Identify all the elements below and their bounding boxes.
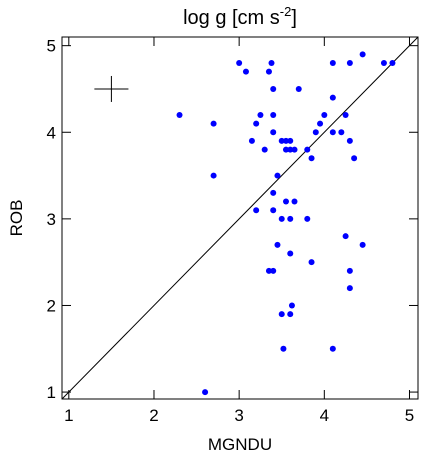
point [274,241,281,248]
identity-line [61,36,419,400]
point [312,129,319,136]
x-tick-label: 4 [320,406,329,425]
point [210,172,217,179]
point [248,137,255,144]
point [287,250,294,257]
point [359,51,366,58]
chart-title: log g [cm s-2] [183,4,297,29]
point [287,215,294,222]
point [202,389,209,396]
point [329,94,336,101]
y-tick-label: 3 [47,210,56,229]
point [329,345,336,352]
point [329,129,336,136]
point [342,111,349,118]
point [282,137,289,144]
point [346,285,353,292]
title-text: log g [cm s [183,7,280,29]
point [346,267,353,274]
point [329,59,336,66]
x-tick-label: 3 [234,406,243,425]
point [278,311,285,318]
point [278,215,285,222]
point [351,155,358,162]
point [253,120,260,127]
point [287,146,294,153]
point [270,189,277,196]
point [317,120,324,127]
point [236,59,243,66]
point [257,111,264,118]
point [270,267,277,274]
point [308,155,315,162]
point [282,198,289,205]
point [210,120,217,127]
x-tick-label: 5 [405,406,414,425]
point [288,302,295,309]
point [380,59,387,66]
point [342,233,349,240]
point [278,137,285,144]
y-tick-label: 1 [47,383,56,402]
plot-frame [61,36,419,400]
point [287,137,294,144]
point [291,198,298,205]
point [265,267,272,274]
y-axis-label: ROB [7,200,26,237]
x-tick-label: 2 [149,406,158,425]
point [265,68,272,75]
point [268,59,275,66]
point [346,59,353,66]
y-tick-label: 4 [47,123,56,142]
point [304,215,311,222]
point [295,85,302,92]
point [282,146,289,153]
title-superscript: -2 [280,4,292,19]
point [261,146,268,153]
point [338,129,345,136]
x-axis-label: MGNDU [208,435,272,454]
point [274,172,281,179]
point [346,137,353,144]
point [270,129,277,136]
point [253,207,260,214]
point [270,207,277,214]
point [176,111,183,118]
title-suffix: ] [291,7,297,29]
point [270,85,277,92]
point [287,311,294,318]
point [291,146,298,153]
point [270,111,277,118]
point [242,68,249,75]
y-tick-label: 2 [47,296,56,315]
point [280,345,287,352]
point [321,111,328,118]
x-tick-label: 1 [64,406,73,425]
point [389,59,396,66]
point [308,259,315,266]
point [359,241,366,248]
y-tick-label: 5 [47,37,56,56]
point [304,146,311,153]
